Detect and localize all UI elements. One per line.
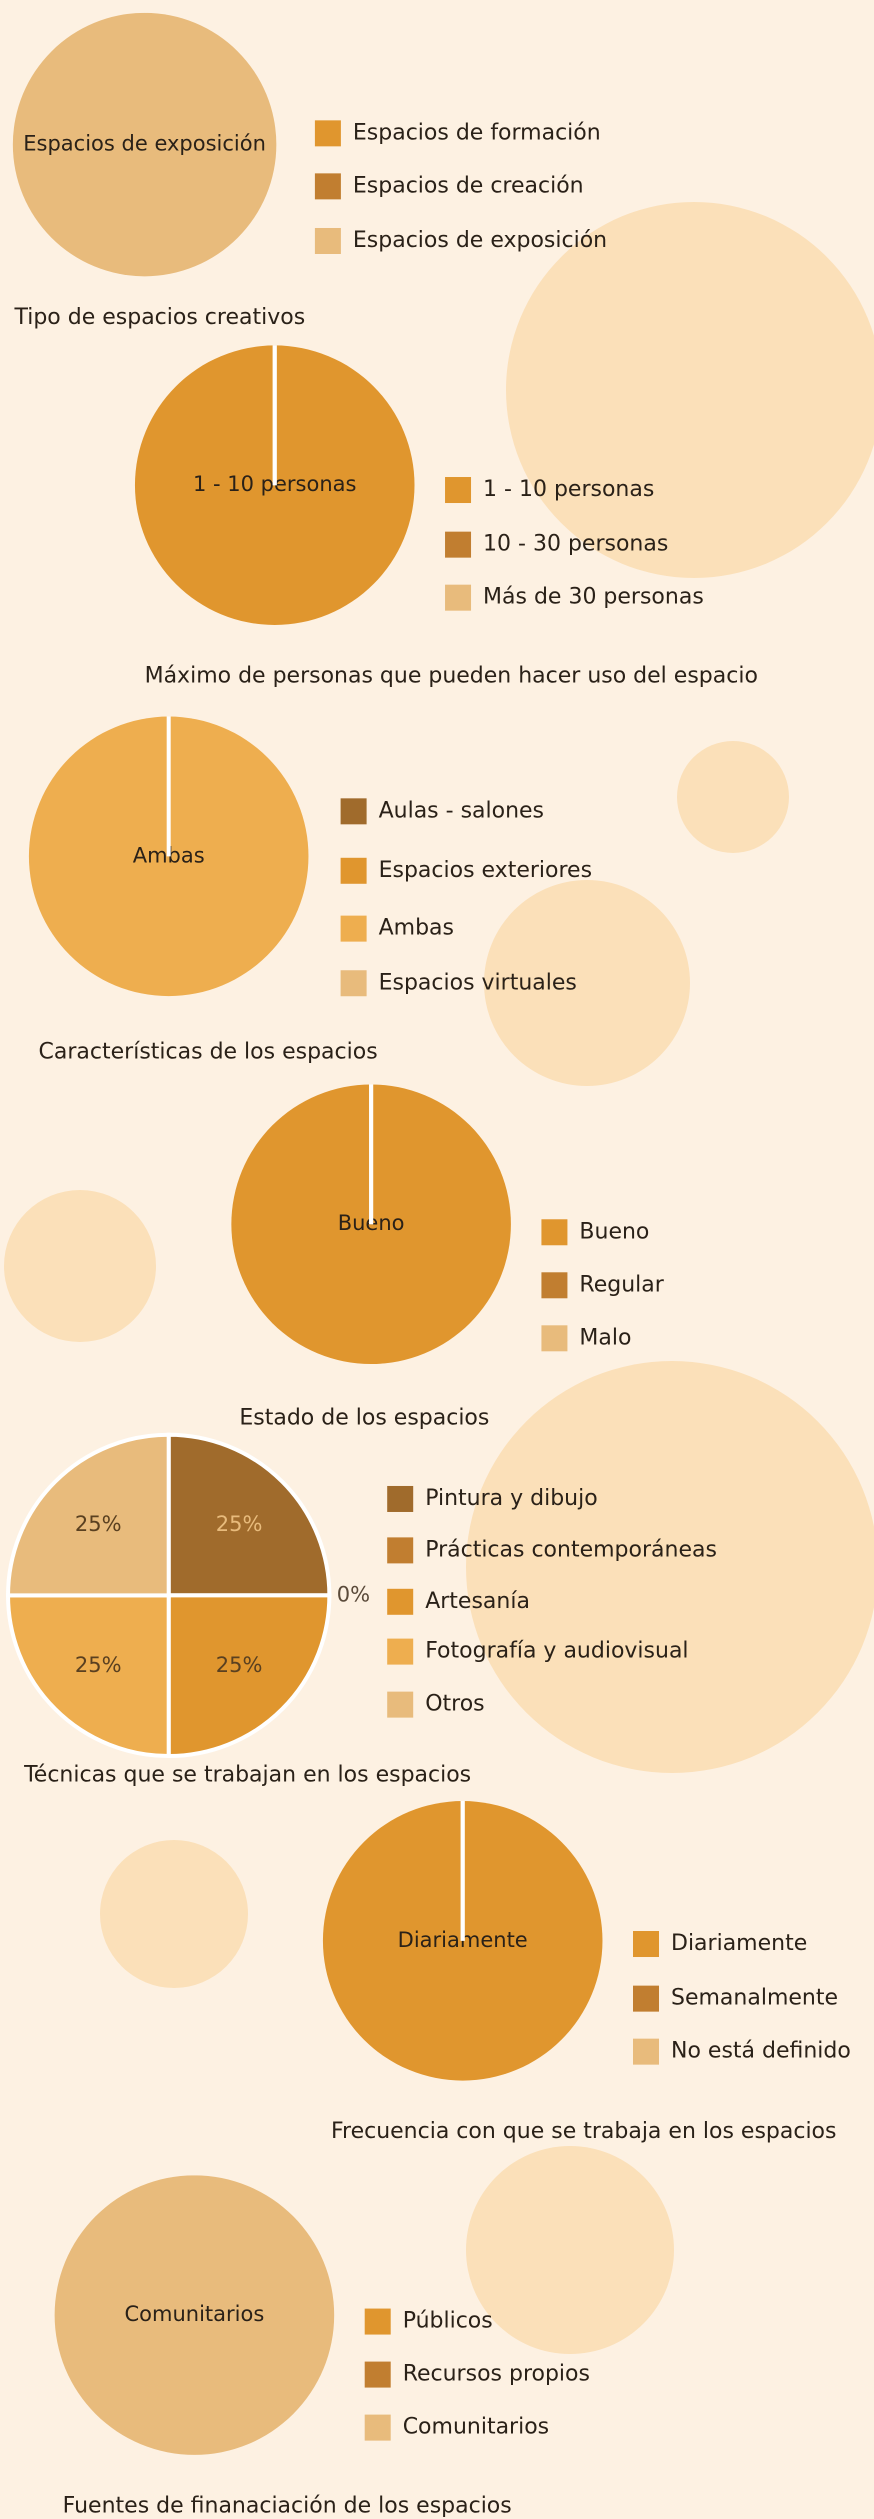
legend-swatch	[364, 2414, 391, 2441]
legend-swatch	[314, 120, 341, 147]
legend-swatch	[445, 477, 472, 504]
legend-swatch	[541, 1272, 568, 1299]
legend-label: Espacios de creación	[353, 173, 584, 198]
legend-label: Malo	[579, 1325, 631, 1350]
legend-swatch	[364, 2308, 391, 2335]
value-label: 25%	[75, 1653, 122, 1677]
pie-slice	[6, 1432, 171, 1598]
deco-circle	[100, 1840, 248, 1988]
legend-label: Más de 30 personas	[483, 585, 704, 610]
legend-label: Bueno	[579, 1219, 649, 1244]
legend-label: 10 - 30 personas	[483, 532, 668, 557]
value-label: 25%	[216, 1512, 263, 1536]
pie-chart: DiariamenteDiariamenteSemanalmenteNo est…	[322, 1801, 851, 2144]
legend-swatch	[633, 1985, 660, 2012]
center-label: Espacios de exposición	[23, 132, 266, 156]
legend-label: Pintura y dibujo	[425, 1486, 597, 1511]
legend-swatch	[387, 1638, 414, 1665]
legend-label: Regular	[579, 1272, 664, 1297]
pie-slice	[54, 2175, 335, 2455]
legend-swatch	[314, 227, 341, 254]
legend-label: 1 - 10 personas	[483, 477, 654, 502]
legend-label: Comunitarios	[403, 2415, 549, 2440]
legend-label: No está definido	[671, 2039, 851, 2064]
pie-chart: 25% 0% 25% 25% 25% Pintura y dibujo Prácticas …	[6, 1432, 717, 1787]
chart-title: Máximo de personas que pueden hacer uso …	[145, 663, 758, 688]
legend-label: Recursos propios	[403, 2362, 590, 2387]
deco-circle	[484, 880, 690, 1086]
pie-slice	[166, 1432, 332, 1598]
legend-swatch	[445, 584, 472, 611]
legend-swatch	[633, 1931, 660, 1958]
legend-label: Espacios de formación	[353, 120, 601, 145]
pie-slice	[12, 12, 277, 277]
chart-title: Tipo de espacios creativos	[13, 305, 305, 330]
legend-label: Aulas - salones	[379, 798, 544, 823]
pie-slice	[6, 1593, 171, 1759]
legend-swatch	[387, 1485, 414, 1512]
legend-label: Otros	[425, 1692, 484, 1717]
legend-label: Espacios exteriores	[379, 858, 592, 883]
legend-label: Prácticas contemporáneas	[425, 1537, 717, 1562]
legend-label: Espacios virtuales	[379, 970, 577, 995]
legend-swatch	[445, 531, 472, 558]
deco-circle	[506, 202, 874, 578]
chart-title: Fuentes de finanaciación de los espacios	[63, 2493, 512, 2518]
legend-swatch	[340, 857, 367, 884]
chart-title: Técnicas que se trabajan en los espacios	[23, 1762, 471, 1787]
deco-circle	[4, 1190, 156, 1342]
legend-label: Ambas	[379, 916, 454, 941]
pie-chart: BuenoBuenoRegularMaloEstado de los espac…	[231, 1084, 665, 1431]
legend-label: Públicos	[403, 2309, 493, 2334]
legend-label: Artesanía	[425, 1589, 530, 1614]
legend-swatch	[340, 798, 367, 825]
deco-circle	[466, 1361, 874, 1773]
legend-swatch	[314, 173, 341, 200]
legend-swatch	[340, 970, 367, 997]
value-label: 0%	[337, 1582, 370, 1606]
decorations	[4, 202, 874, 2354]
value-label: 25%	[216, 1653, 263, 1677]
legend-label: Espacios de exposición	[353, 228, 607, 253]
legend-swatch	[387, 1537, 414, 1564]
deco-circle	[466, 2146, 674, 2354]
pie-chart: Espacios de exposición Espacios de formac…	[12, 12, 607, 330]
legend-label: Diariamente	[671, 1931, 807, 1956]
legend-swatch	[541, 1325, 568, 1352]
legend-swatch	[364, 2361, 391, 2388]
deco-circle	[677, 741, 789, 853]
legend-label: Semanalmente	[671, 1986, 838, 2011]
pie-chart: Comunitarios Públicos Recursos propios Comu…	[54, 2175, 590, 2518]
legend-swatch	[541, 1219, 568, 1246]
legend-swatch	[633, 2038, 660, 2065]
center-label: Comunitarios	[125, 2302, 265, 2326]
legend-swatch	[340, 915, 367, 942]
chart-title: Características de los espacios	[39, 1039, 378, 1064]
value-label: 25%	[75, 1512, 122, 1536]
legend-label: Fotografía y audiovisual	[425, 1639, 688, 1664]
chart-title: Frecuencia con que se trabaja en los esp…	[331, 2119, 837, 2144]
legend-swatch	[387, 1588, 414, 1615]
pie-slice	[166, 1593, 332, 1759]
chart-title: Estado de los espacios	[239, 1406, 489, 1431]
legend-swatch	[387, 1691, 414, 1718]
